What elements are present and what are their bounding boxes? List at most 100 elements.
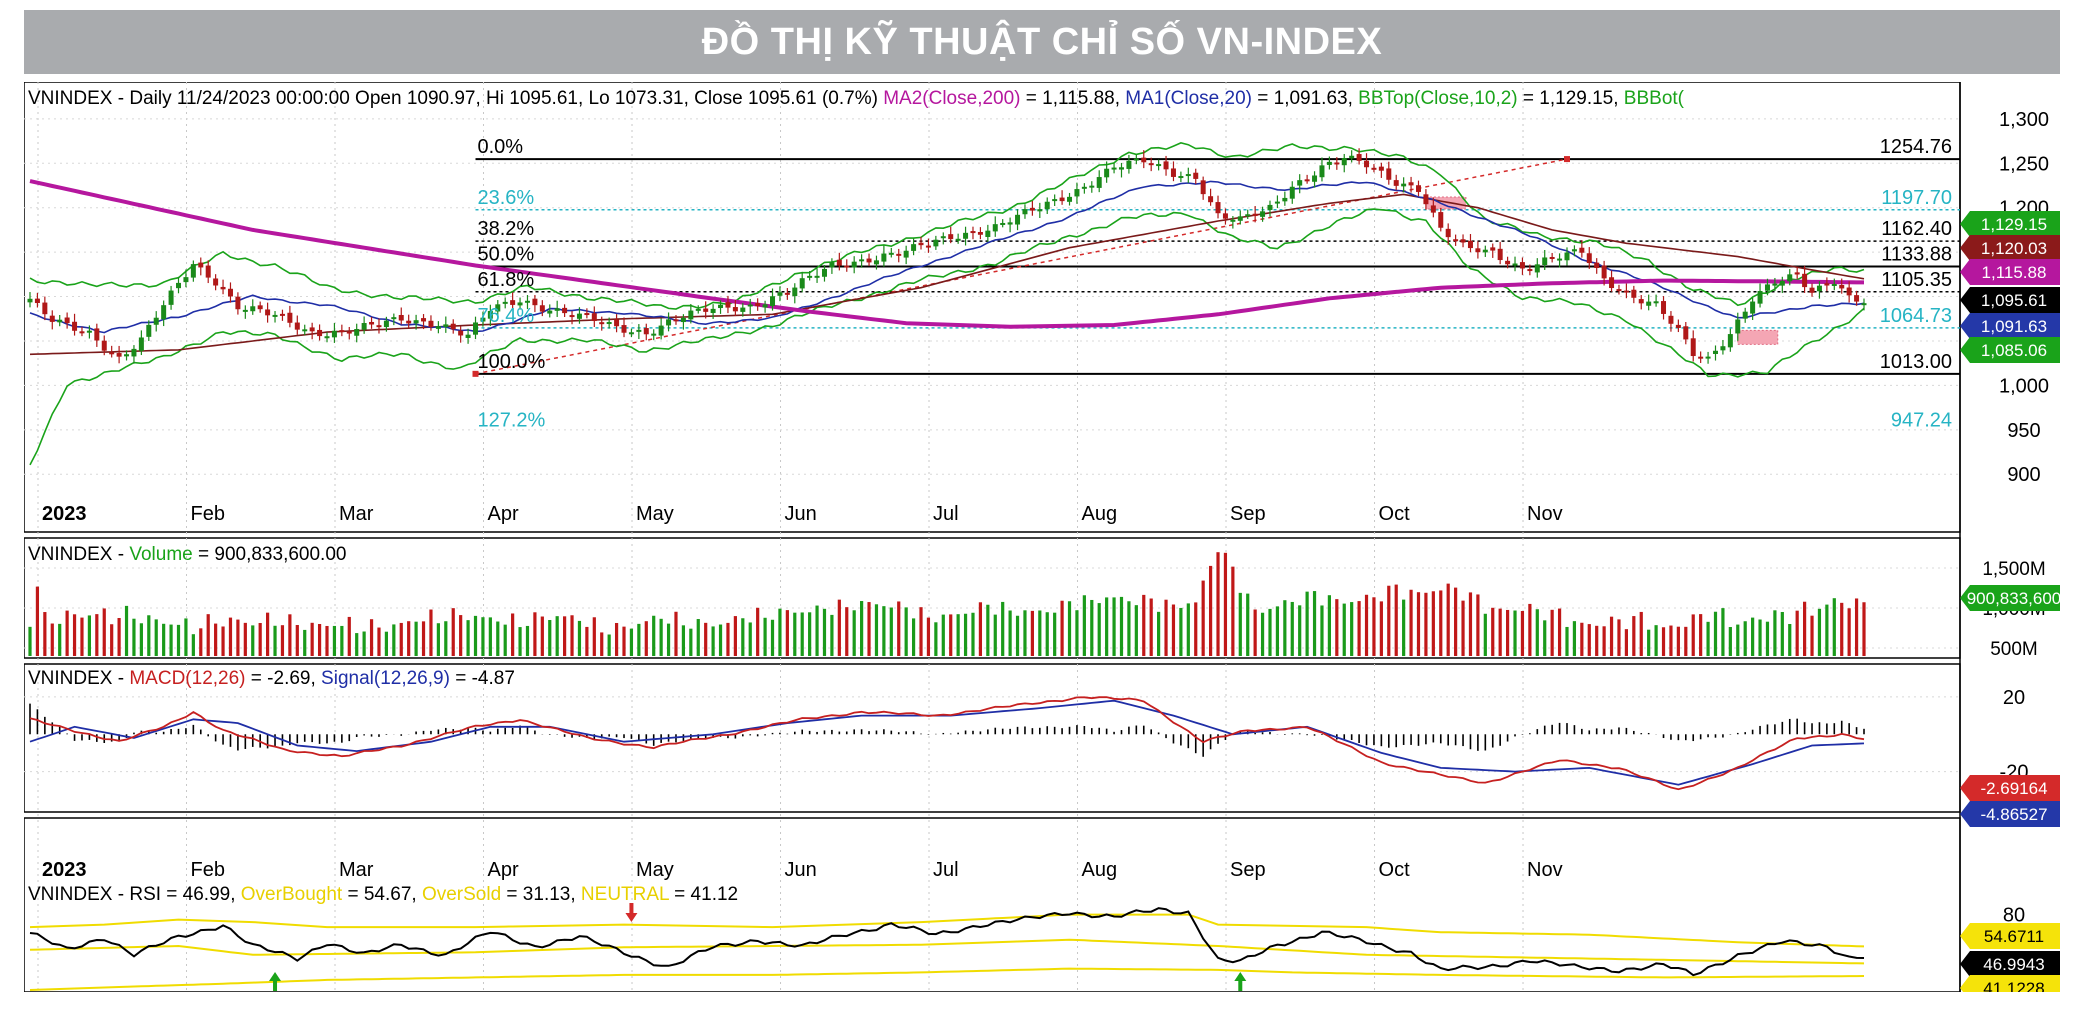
volume-bar — [1721, 608, 1725, 656]
rsi-value-tag: 41.1228 — [1960, 975, 2060, 1001]
volume-bar — [993, 614, 997, 656]
price-value-tag-bg — [1960, 337, 2060, 364]
candle-body — [963, 232, 969, 239]
volume-bar — [592, 617, 596, 656]
candle-body — [1015, 214, 1021, 225]
volume-bar — [741, 618, 745, 656]
volume-bar — [496, 621, 500, 656]
rsi-value-tag-text: 46.9943 — [1983, 955, 2044, 974]
candle-body — [1044, 201, 1050, 210]
candle-body — [183, 277, 189, 283]
price-y-tick-label: 950 — [2007, 420, 2040, 442]
fibonacci-percent-label: 100.0% — [478, 351, 546, 373]
price-value-tag-bg — [1960, 258, 2060, 285]
rsi-value-tag-text: 41.1228 — [1983, 979, 2044, 992]
rsi-value-tag-bg — [1960, 923, 2060, 949]
price-value-tag-text: 1,095.61 — [1981, 291, 2047, 310]
volume-bar — [963, 613, 968, 656]
candle-body — [762, 304, 768, 308]
volume-bar — [132, 618, 136, 656]
candle-body — [1222, 213, 1228, 219]
volume-bar — [421, 621, 426, 656]
volume-bar — [206, 614, 210, 656]
price-value-tag-text: 1,115.88 — [1982, 263, 2047, 282]
volume-bar — [860, 601, 864, 656]
volume-header-segment-1: Volume — [129, 544, 192, 565]
candle-body — [710, 308, 716, 314]
volume-bar — [585, 626, 589, 656]
candle-body — [859, 259, 865, 262]
volume-bar — [614, 622, 619, 656]
rsi-value-tag: 46.9943 — [1960, 951, 2060, 977]
volume-bar — [674, 611, 678, 656]
rsi-header-segment-0: VNINDEX - RSI = 46.99, — [28, 884, 241, 905]
candle-body — [1326, 161, 1332, 165]
candle-body — [977, 232, 983, 235]
candle-body — [1705, 356, 1711, 359]
rsi-header-segment-3: OverSold — [422, 884, 501, 905]
volume-bar — [711, 626, 715, 656]
candle-body — [784, 292, 790, 295]
candle-body — [732, 307, 738, 312]
volume-bar — [1840, 602, 1844, 656]
price-value-tag: 1,095.61 — [1960, 286, 2060, 313]
volume-bar — [72, 614, 77, 656]
candle-body — [918, 242, 924, 246]
volume-bar — [102, 608, 106, 656]
candle-body — [227, 288, 233, 297]
candle-body — [940, 236, 946, 239]
price-y-tick-label: 1,300 — [1999, 109, 2049, 131]
volume-bar — [1602, 626, 1606, 656]
volume-bar — [1587, 624, 1591, 656]
candle-body — [317, 329, 323, 337]
candle-body — [450, 323, 456, 330]
rsi-oversold-line — [29, 967, 1865, 991]
candle-body — [287, 312, 293, 323]
volume-bar — [488, 617, 492, 656]
fibonacci-percent-label: 76.4% — [478, 305, 535, 327]
candle-body — [1200, 180, 1206, 195]
volume-bar — [1431, 591, 1435, 656]
volume-bar — [1335, 599, 1339, 656]
volume-bar — [147, 615, 151, 656]
volume-bar — [139, 623, 143, 656]
candle-body — [502, 301, 508, 304]
candle-body — [651, 333, 657, 336]
candle-body — [1267, 204, 1273, 211]
volume-bar — [1773, 610, 1777, 656]
candle-body — [391, 317, 397, 320]
volume-bar — [540, 616, 544, 656]
candle-body — [1690, 338, 1696, 357]
candle-body — [1215, 202, 1221, 214]
candle-body — [614, 319, 620, 327]
candle-body — [1304, 179, 1310, 182]
candle-body — [49, 315, 55, 322]
volume-bar — [1758, 619, 1762, 656]
volume-header: VNINDEX - Volume = 900,833,600.00 — [28, 544, 346, 565]
candle-body — [1237, 216, 1243, 221]
candle-body — [658, 325, 664, 336]
candle-body — [138, 337, 144, 351]
volume-bar — [1357, 601, 1361, 656]
price-x-month-label: Nov — [1527, 503, 1563, 525]
price-x-month-label: Jun — [785, 503, 817, 525]
volume-bar — [384, 631, 389, 656]
candle-body — [27, 298, 33, 303]
candle-body — [1453, 239, 1459, 242]
volume-bar — [1327, 595, 1331, 656]
price-header-segment-6: = 1,129.15, — [1518, 88, 1624, 109]
candle-body — [1430, 205, 1436, 213]
candle-body — [428, 320, 434, 328]
volume-bar — [1387, 585, 1391, 656]
volume-bar — [481, 617, 485, 656]
ma20-line — [29, 180, 1865, 334]
volume-bar — [1194, 602, 1198, 656]
macd-value-tag-text: -4.86527 — [1980, 805, 2047, 824]
candle-body — [881, 253, 887, 262]
candle-body — [903, 250, 909, 258]
price-value-tag-text: 1,091.63 — [1981, 317, 2047, 336]
candle-body — [770, 296, 776, 307]
candle-body — [539, 305, 545, 312]
candle-body — [1096, 177, 1102, 188]
rsi-header-segment-4: = 31.13, — [501, 884, 581, 905]
